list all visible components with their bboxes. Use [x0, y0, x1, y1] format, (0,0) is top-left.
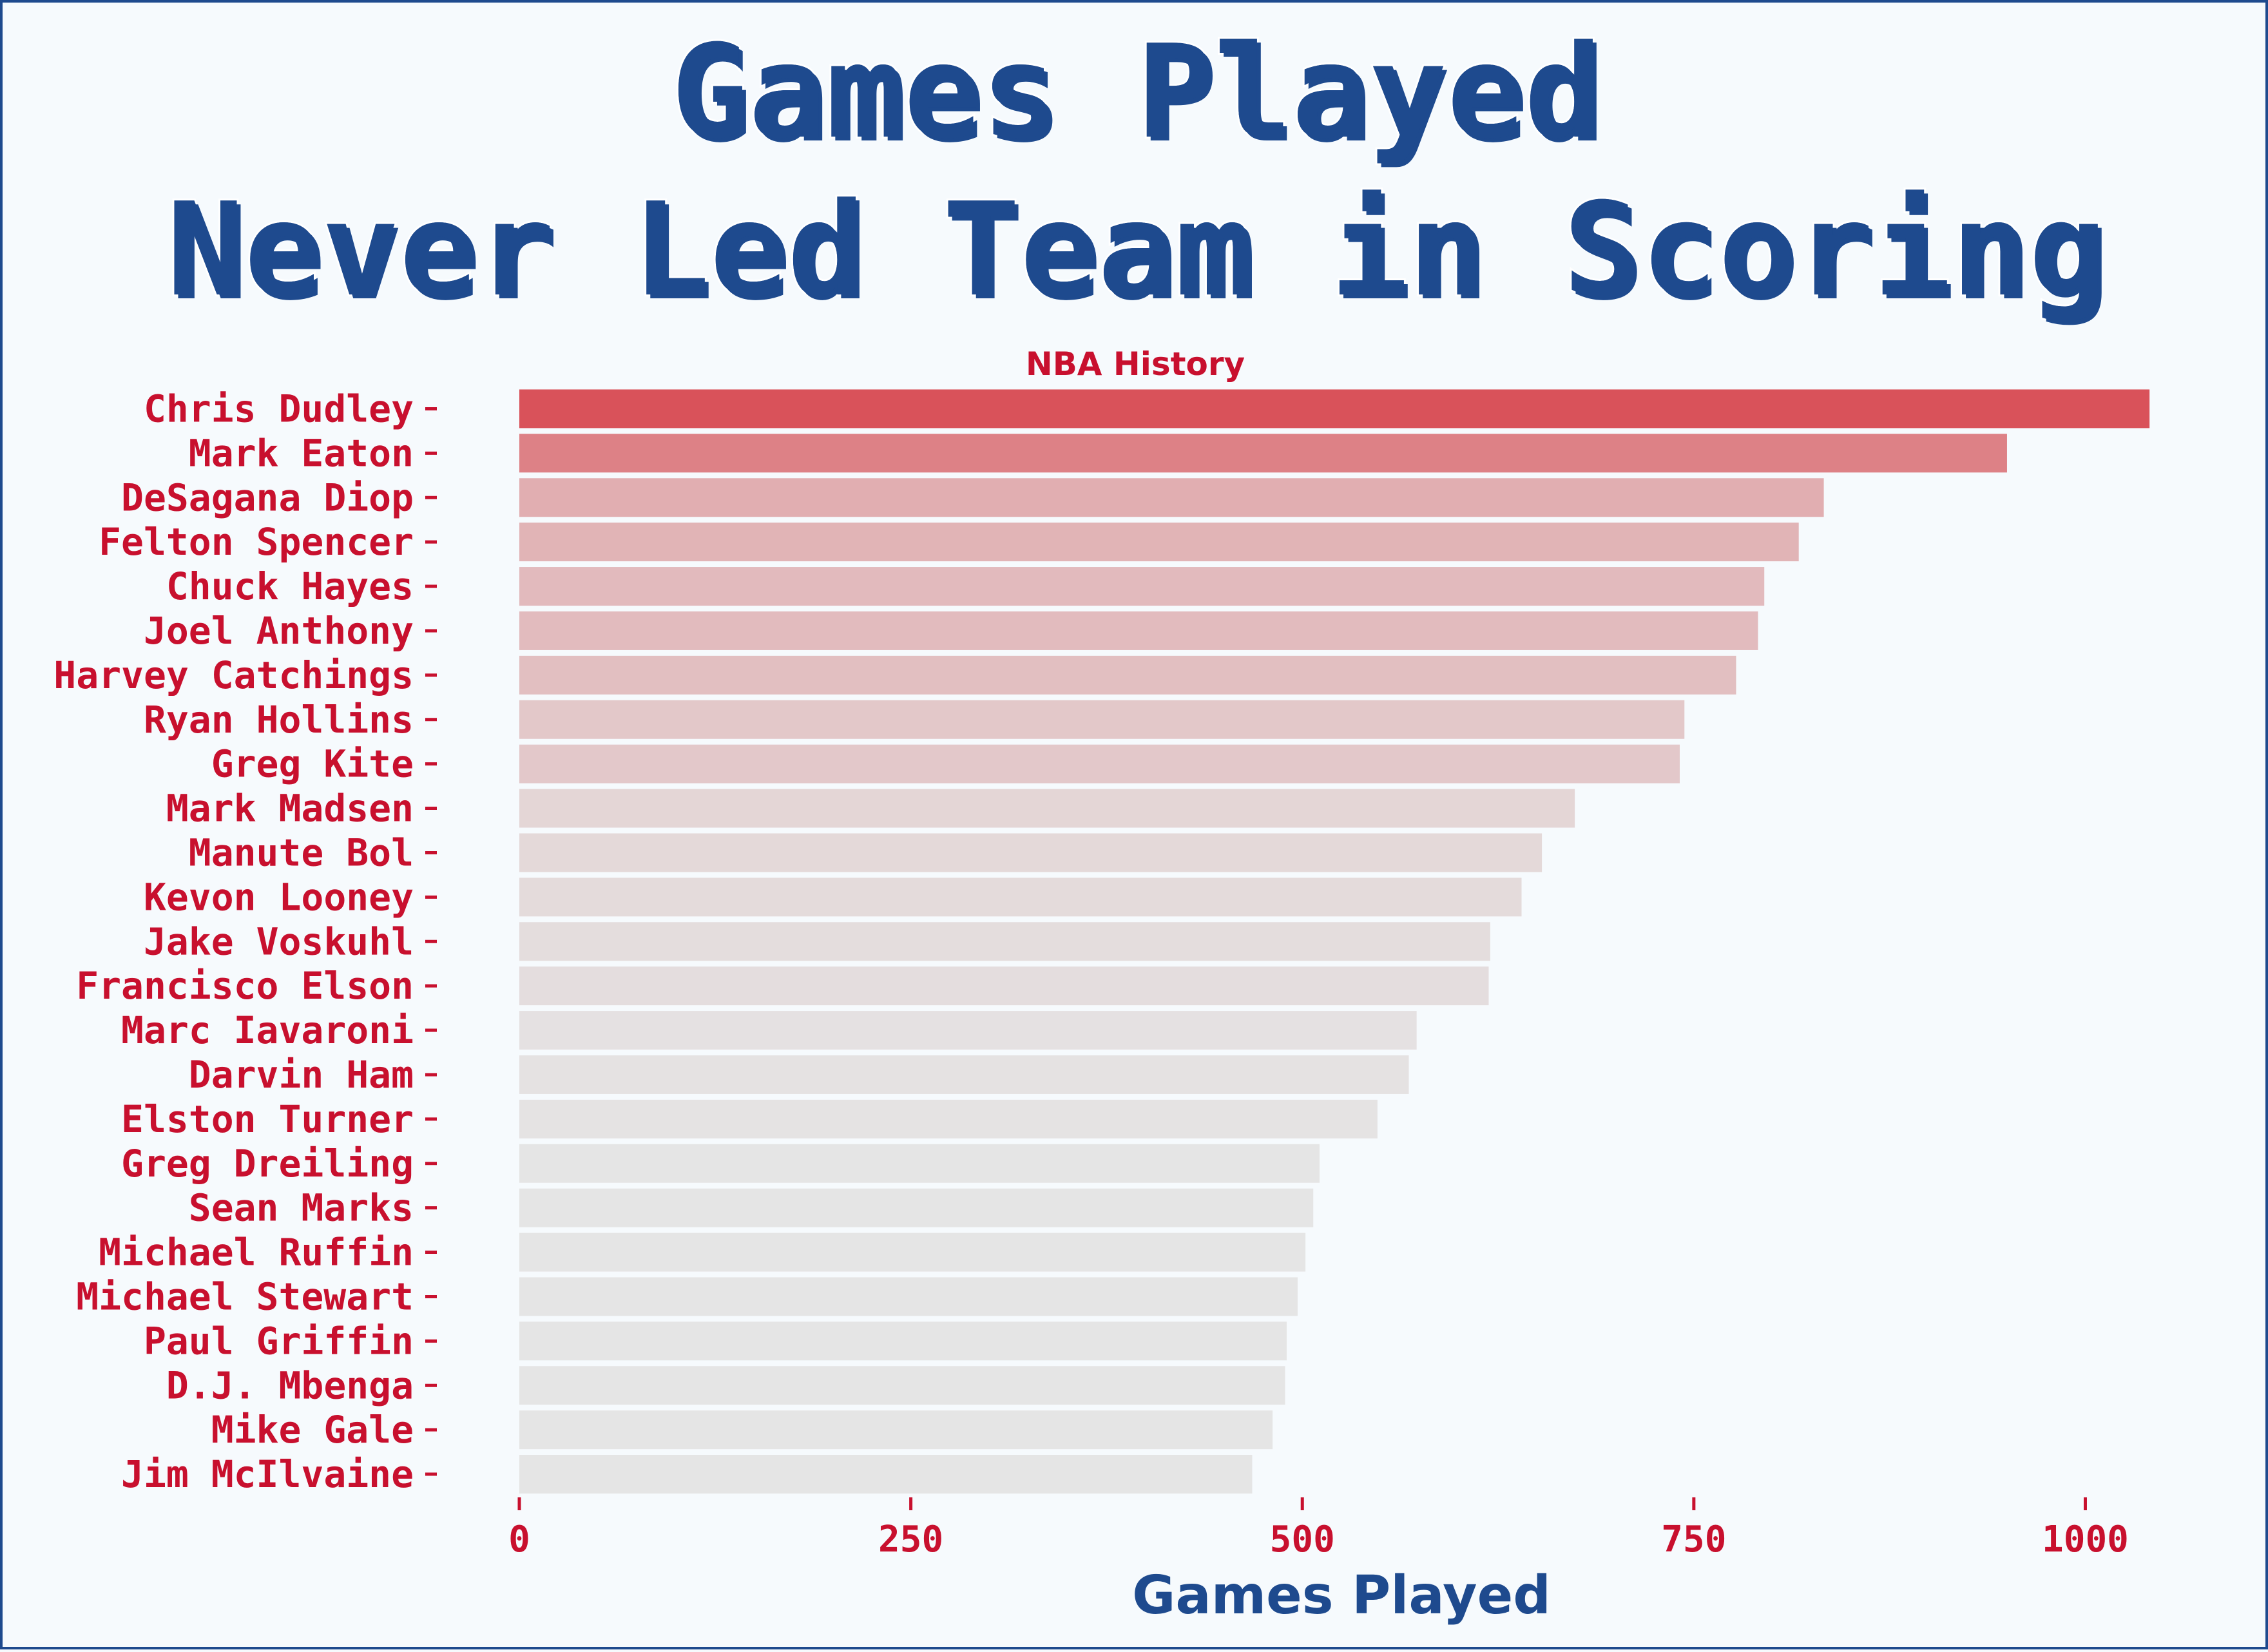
bar-2 — [519, 478, 1824, 517]
chart-subtitle: NBA History — [1026, 345, 1245, 383]
bar-4 — [519, 567, 1765, 606]
bar-1 — [519, 434, 2007, 473]
y-tick-label: Jim McIlvaine — [121, 1452, 414, 1496]
y-tick-label: Michael Ruffin — [99, 1231, 414, 1274]
x-axis: 0 250 500 750 1000 — [508, 1497, 2129, 1561]
bar-19 — [519, 1233, 1306, 1272]
y-tick-label: Darvin Ham — [189, 1053, 414, 1097]
bar-17 — [519, 1144, 1320, 1183]
bar-8 — [519, 744, 1680, 783]
y-tick-label: Chuck Hayes — [166, 564, 414, 608]
y-tick-label: Chris Dudley — [144, 387, 414, 430]
y-tick-label: Harvey Catchings — [53, 653, 414, 697]
y-tick-label: Michael Stewart — [76, 1274, 414, 1318]
bars-layer — [519, 389, 2150, 1494]
y-tick-label: Elston Turner — [121, 1097, 414, 1141]
y-tick-label: Joel Anthony — [144, 609, 414, 653]
bar-0 — [519, 389, 2150, 428]
y-tick-label: Marc Iavaroni — [121, 1008, 414, 1052]
bar-3 — [519, 523, 1799, 562]
y-tick-label: Jake Voskuhl — [144, 919, 414, 963]
bar-9 — [519, 789, 1575, 828]
x-tick-label: 0 — [508, 1519, 530, 1561]
x-tick-label: 750 — [1661, 1519, 1726, 1561]
y-tick-label: Kevon Looney — [144, 875, 414, 919]
y-tick-label: Mark Madsen — [166, 787, 414, 831]
y-tick-label: Felton Spencer — [99, 520, 414, 564]
bar-10 — [519, 833, 1542, 872]
bar-23 — [519, 1410, 1273, 1450]
y-tick-label: Paul Griffin — [144, 1319, 414, 1363]
chart-title-line-1: Games Played — [669, 17, 1604, 168]
y-tick-label: Mark Eaton — [189, 431, 414, 475]
y-tick-label: Greg Kite — [211, 742, 414, 786]
bar-6 — [519, 655, 1736, 695]
bar-5 — [519, 611, 1758, 650]
bar-21 — [519, 1321, 1287, 1361]
bar-24 — [519, 1455, 1253, 1494]
y-tick-label: DeSagana Diop — [121, 475, 414, 519]
y-tick-label: Ryan Hollins — [144, 698, 414, 742]
bar-16 — [519, 1099, 1378, 1138]
bar-7 — [519, 700, 1685, 739]
y-tick-label: Mike Gale — [211, 1408, 414, 1452]
y-tick-label: D.J. Mbenga — [166, 1363, 414, 1407]
bar-15 — [519, 1055, 1409, 1094]
x-tick-label: 250 — [878, 1519, 943, 1561]
bar-13 — [519, 966, 1489, 1006]
bar-12 — [519, 922, 1490, 961]
chart-title-line-2: Never Led Team in Scoring — [165, 175, 2108, 325]
bar-22 — [519, 1366, 1285, 1405]
bar-20 — [519, 1277, 1298, 1316]
bar-11 — [519, 878, 1522, 917]
y-tick-label: Sean Marks — [189, 1186, 414, 1230]
x-axis-title: Games Played — [1132, 1565, 1551, 1626]
y-tick-label: Manute Bol — [189, 831, 414, 874]
y-tick-label: Francisco Elson — [76, 964, 414, 1008]
y-tick-label: Greg Dreiling — [121, 1142, 414, 1186]
x-tick-label: 1000 — [2042, 1519, 2129, 1561]
x-tick-label: 500 — [1270, 1519, 1335, 1561]
bar-14 — [519, 1011, 1417, 1050]
bar-18 — [519, 1188, 1314, 1227]
